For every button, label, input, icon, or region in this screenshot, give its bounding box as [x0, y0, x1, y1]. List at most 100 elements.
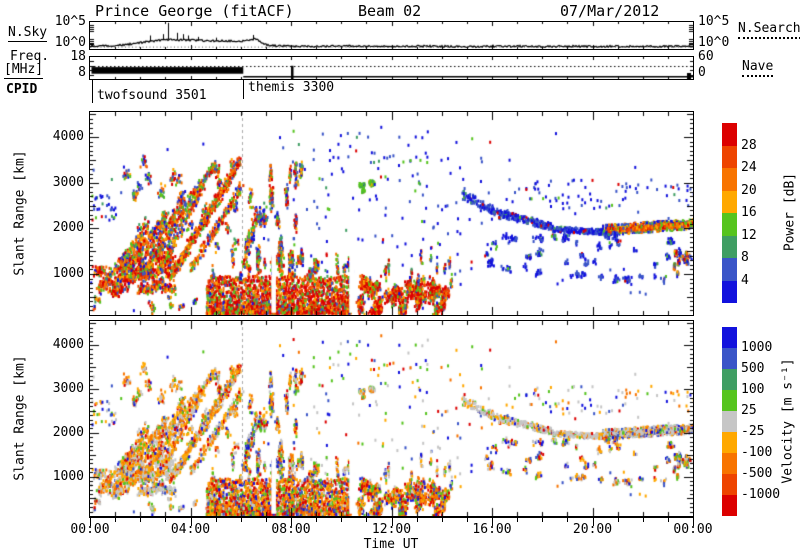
power-range-tick-4000: 4000	[52, 129, 84, 145]
velocity-colorbar-title: Velocity [m s⁻¹]	[780, 358, 796, 484]
time-axis-tick	[642, 518, 644, 522]
frequency-panel	[89, 56, 694, 80]
time-axis-tick	[366, 518, 368, 522]
time-axis-tick	[542, 518, 544, 522]
power-ylabel: Slant Range [km]	[12, 150, 28, 276]
time-axis-tick	[466, 518, 468, 522]
time-axis-tick	[592, 518, 594, 526]
nsky-tick-top-left: 10^5	[54, 14, 86, 29]
power-cbar-tick-28: 28	[741, 137, 757, 153]
vel-cbar-segment-1	[722, 348, 737, 369]
freq-label-line1: Freq.	[10, 49, 50, 64]
vel-cbar-segment-0	[722, 327, 737, 348]
time-axis-tick	[667, 518, 669, 522]
cpid-program-1: twofsound 3501	[97, 88, 207, 103]
nsky-tick-bottom-left: 10^0	[54, 35, 86, 50]
cpid-tick-twofsound	[92, 80, 93, 103]
power-cbar-tick-8: 8	[741, 250, 749, 265]
time-axis-tick	[240, 518, 242, 522]
power-cbar-segment-5	[722, 235, 737, 258]
power-panel	[89, 111, 694, 316]
vel-cbar-segment-8	[722, 495, 737, 516]
cpid-label: CPID	[6, 82, 38, 97]
power-cbar-segment-3	[722, 190, 737, 213]
nave-tick-top-right: 60	[698, 49, 714, 64]
vel-cbar-segment-5	[722, 432, 737, 453]
time-axis-tick	[190, 518, 192, 526]
power-cbar-tick-20: 20	[741, 182, 757, 198]
time-axis-tick	[90, 518, 91, 526]
page-title: Prince George (fitACF)	[95, 2, 294, 20]
power-colorbar	[722, 123, 737, 303]
time-axis-tick	[265, 518, 267, 522]
time-axis-tick	[291, 518, 292, 526]
time-tick-0: 00:00	[70, 522, 110, 537]
nsky-tick-bottom-right: 10^0	[698, 35, 730, 50]
nave-label-wrap: Nave	[742, 59, 774, 77]
vel-cbar-segment-3	[722, 390, 737, 411]
time-axis-tick	[341, 518, 343, 522]
vel-cbar-segment-4	[722, 411, 737, 432]
power-range-tick-3000: 3000	[52, 174, 84, 190]
vel-cbar-segment-7	[722, 474, 737, 495]
time-tick-6: 00:00	[673, 522, 713, 537]
velocity-canvas	[90, 321, 693, 516]
freq-tick-top-left: 18	[70, 49, 86, 64]
time-axis-tick	[517, 518, 519, 522]
velocity-ylabel: Slant Range [km]	[12, 355, 28, 481]
vel-cbar-tick-25: 25	[741, 403, 757, 418]
beam-label: Beam 02	[358, 2, 422, 20]
power-cbar-tick-16: 16	[741, 205, 757, 220]
frequency-canvas	[90, 57, 693, 79]
vel-cbar-tick--25: -25	[741, 424, 765, 439]
power-cbar-segment-1	[722, 145, 737, 168]
power-range-tick-1000: 1000	[52, 265, 84, 281]
noise-canvas	[90, 22, 693, 49]
time-axis-tick	[567, 518, 569, 522]
power-cbar-tick-4: 4	[741, 272, 749, 288]
freq-tick-bottom-left: 8	[78, 65, 86, 80]
nsky-tick-top-right: 10^5	[698, 14, 730, 29]
vel-cbar-tick--100: -100	[741, 445, 773, 460]
velocity-range-tick-3000: 3000	[52, 380, 84, 396]
cpid-tick-themis	[243, 80, 244, 99]
power-cbar-segment-4	[722, 213, 737, 236]
power-cbar-tick-12: 12	[741, 227, 757, 243]
velocity-range-tick-4000: 4000	[52, 337, 84, 353]
nave-label: Nave	[742, 59, 774, 77]
freq-label-line2: [MHz]	[4, 62, 44, 79]
nsky-axis-title: N.Sky	[8, 25, 48, 42]
vel-cbar-tick--1000: -1000	[741, 487, 781, 502]
power-cbar-tick-24: 24	[741, 160, 757, 175]
time-axis-tick	[140, 518, 142, 522]
power-colorbar-title: Power [dB]	[782, 172, 798, 252]
power-canvas	[90, 112, 693, 315]
vel-cbar-segment-2	[722, 369, 737, 390]
power-cbar-segment-0	[722, 123, 737, 146]
vel-cbar-tick-100: 100	[741, 382, 765, 397]
time-tick-2: 08:00	[271, 522, 311, 537]
velocity-colorbar	[722, 327, 737, 516]
nave-tick-bottom-right: 0	[698, 65, 706, 80]
time-axis-tick	[441, 518, 443, 522]
vel-cbar-tick--500: -500	[741, 466, 773, 481]
time-tick-3: 12:00	[371, 522, 412, 537]
time-axis-tick	[617, 518, 619, 522]
vel-cbar-segment-6	[722, 453, 737, 474]
power-cbar-segment-7	[722, 280, 737, 303]
time-tick-1: 04:00	[170, 522, 211, 537]
vel-cbar-tick-1000: 1000	[741, 340, 773, 355]
time-axis-tick	[165, 518, 167, 522]
power-cbar-segment-6	[722, 258, 737, 281]
nsearch-label-wrap: N.Search	[738, 21, 800, 39]
date-label: 07/Mar/2012	[560, 2, 660, 20]
time-tick-4: 16:00	[472, 522, 512, 537]
nsky-label: N.Sky	[8, 25, 48, 42]
vel-cbar-tick-500: 500	[741, 361, 765, 376]
time-axis-tick	[115, 518, 117, 522]
time-tick-5: 20:00	[572, 522, 613, 537]
nsearch-label: N.Search	[738, 21, 800, 39]
noise-panel	[89, 21, 694, 50]
time-axis-tick	[492, 518, 493, 526]
